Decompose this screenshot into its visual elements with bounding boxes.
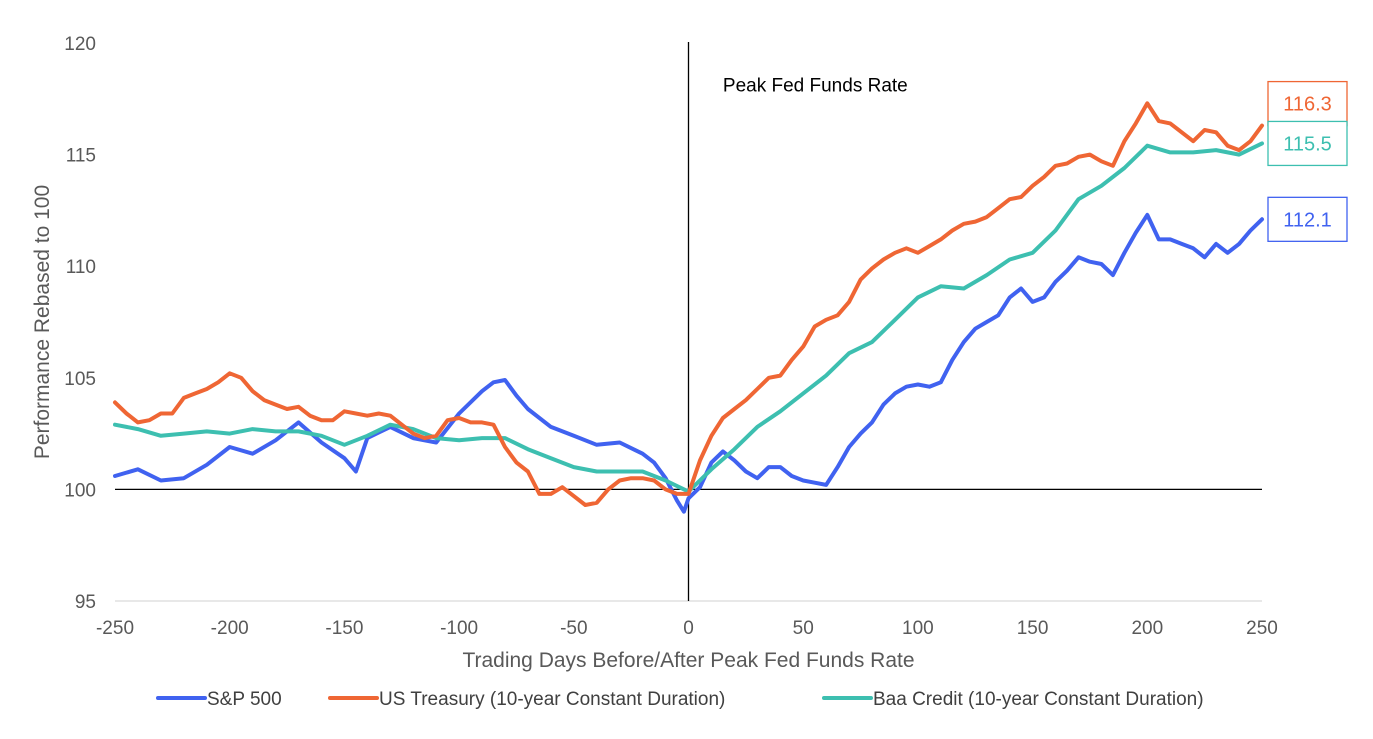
x-tick-label: 250: [1246, 618, 1278, 639]
series-layer: [113, 101, 1264, 514]
y-tick-label: 120: [64, 34, 96, 55]
legend-label: US Treasury (10-year Constant Duration): [379, 689, 725, 710]
x-tick-label: -150: [325, 618, 363, 639]
x-tick-label: 50: [793, 618, 814, 639]
x-axis-title: Trading Days Before/After Peak Fed Funds…: [462, 649, 914, 672]
end-value-label: 115.5: [1283, 133, 1332, 155]
annotation-peak-fed-funds-rate: Peak Fed Funds Rate: [723, 75, 908, 96]
x-tick-label: -100: [440, 618, 478, 639]
labels-layer: Peak Fed Funds Rate 116.3 115.5 112.1: [723, 75, 1348, 242]
x-tick-label: 0: [683, 618, 694, 639]
legend-label: Baa Credit (10-year Constant Duration): [873, 689, 1204, 710]
series-line-s-p-500: [113, 212, 1264, 514]
y-axis-title: Performance Rebased to 100: [31, 185, 54, 459]
y-tick-label: 105: [64, 369, 96, 390]
x-tick-label: 150: [1017, 618, 1049, 639]
legend-label: S&P 500: [207, 689, 282, 710]
end-value-box: [1267, 196, 1348, 242]
y-tick-label: 110: [66, 257, 96, 278]
end-value-label: 112.1: [1283, 209, 1332, 231]
end-value-label: 116.3: [1283, 94, 1332, 116]
y-tick-label: 115: [66, 146, 96, 167]
end-value-box: [1267, 120, 1348, 167]
legend: S&P 500 US Treasury (10-year Constant Dur…: [156, 689, 1204, 710]
x-tick-label: -250: [96, 618, 134, 639]
x-tick-label: 200: [1131, 618, 1163, 639]
y-tick-label: 100: [64, 480, 96, 501]
series-line-us-treasury-10-year-constant-duration: [113, 101, 1264, 507]
x-tick-label: -50: [560, 618, 587, 639]
y-tick-label: 95: [75, 592, 96, 613]
x-tick-label: 100: [902, 618, 934, 639]
x-tick-label: -200: [211, 618, 249, 639]
axes-layer: 95 100 105 110 115 120 -250 -200 -150 -100 -50 0 50 1…: [31, 34, 1278, 672]
